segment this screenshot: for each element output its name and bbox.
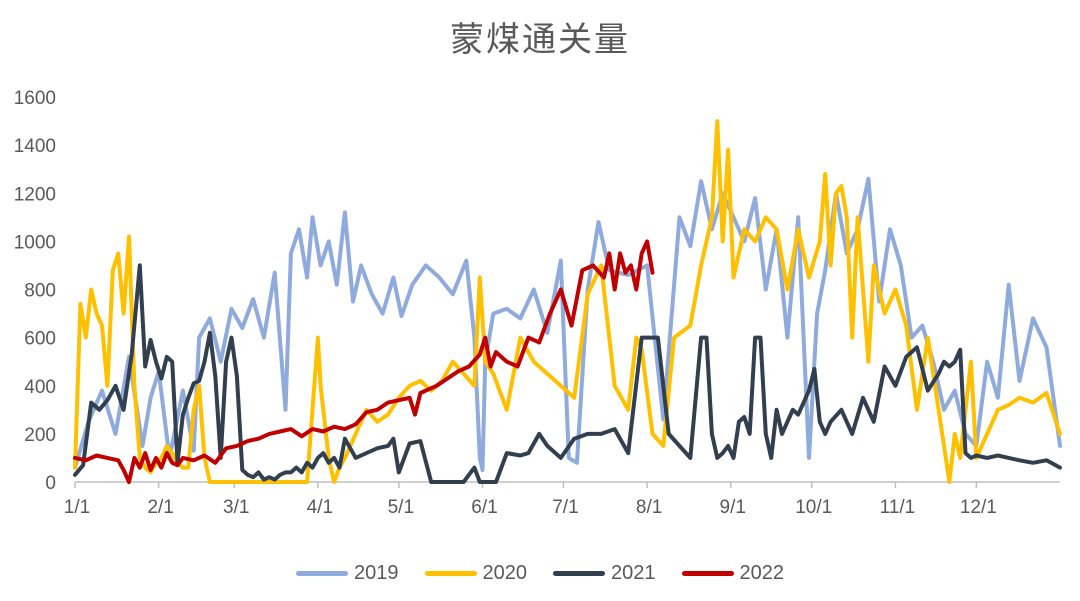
x-tick-label: 2/1 [147,497,173,518]
series-line-2021 [73,263,1062,484]
y-tick-label: 1000 [14,232,56,253]
x-tick-label: 12/1 [960,497,997,518]
y-tick-label: 400 [24,377,56,398]
legend-label: 2019 [354,562,399,584]
legend-swatch [296,571,348,576]
x-tick-label: 11/1 [880,497,916,518]
x-tick-label: 5/1 [388,497,414,518]
legend-label: 2020 [482,562,528,584]
legend-swatch [681,571,734,576]
legend-item-2019: 2019 [296,562,399,585]
series-lines [73,119,1062,484]
x-tick-label: 1/1 [64,497,90,518]
x-tick-label: 9/1 [720,497,746,518]
legend: 2019 2020 2021 2022 [0,562,1080,585]
x-tick-label: 4/1 [307,497,333,518]
x-tick-label: 8/1 [636,497,662,518]
chart-title: 蒙煤通关量 [450,20,630,60]
legend-label: 2021 [611,562,656,584]
x-tick-label: 7/1 [552,497,578,518]
y-tick-label: 800 [24,281,56,302]
legend-item-2021: 2021 [553,562,656,585]
y-tick-label: 200 [24,425,56,446]
y-tick-label: 1400 [14,136,56,157]
y-tick-labels: 0 200 400 600 800 1000 1200 1400 1600 [14,88,56,494]
legend-swatch [553,571,605,576]
legend-item-2020: 2020 [424,562,528,585]
series-line-2019 [73,176,1062,472]
y-tick-label: 600 [24,329,56,350]
x-tick-labels: 1/1 2/1 3/1 4/1 5/1 6/1 7/1 8/1 9/1 10/1 11/1 12/1 [64,497,997,518]
series-line-2022 [73,239,655,484]
x-tick-label: 6/1 [471,497,497,518]
x-tick-label: 10/1 [795,497,832,518]
x-tick-label: 3/1 [223,497,249,518]
legend-item-2022: 2022 [681,562,785,585]
y-tick-label: 1600 [14,88,56,109]
legend-label: 2022 [739,562,785,584]
legend-swatch [424,571,477,576]
y-tick-label: 0 [45,473,56,494]
y-tick-label: 1200 [14,184,56,205]
